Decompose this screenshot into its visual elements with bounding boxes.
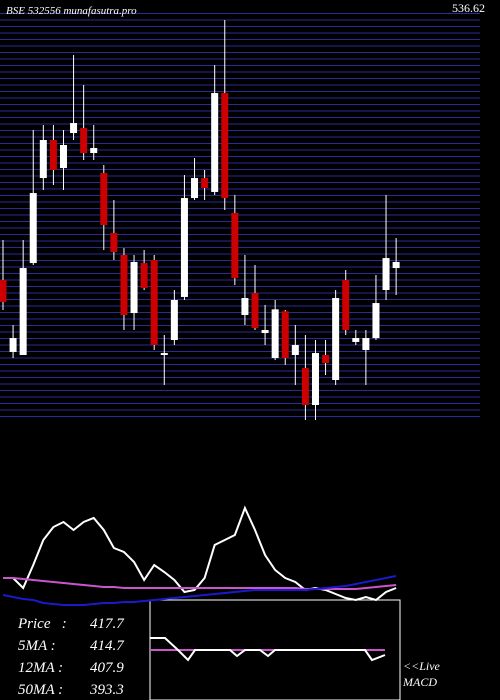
candle-body xyxy=(70,123,78,134)
candle-body xyxy=(372,303,380,339)
candle-body xyxy=(90,148,98,154)
candle-body xyxy=(49,140,57,170)
candle-body xyxy=(201,178,209,189)
candle-body xyxy=(301,368,309,405)
candle-body xyxy=(160,353,168,355)
candle-body xyxy=(261,330,269,334)
candles xyxy=(0,20,400,420)
candle-body xyxy=(19,268,27,355)
candle-body xyxy=(392,261,400,269)
candle-body xyxy=(80,128,88,154)
indicator xyxy=(2,505,397,606)
macd-line xyxy=(150,637,386,662)
indicator-line xyxy=(2,575,397,606)
live-label: <<Live xyxy=(403,659,441,673)
stat-label: 12MA : xyxy=(18,660,63,676)
candle-body xyxy=(211,93,219,192)
candle-body xyxy=(9,338,17,352)
chart-title: BSE 532556 munafasutra.pro xyxy=(6,5,137,17)
stat-label: Price : xyxy=(17,616,67,632)
candle-body xyxy=(342,280,350,330)
candle-body xyxy=(221,93,229,199)
candle-body xyxy=(241,298,249,315)
candle-body xyxy=(271,309,279,359)
candle-body xyxy=(150,260,158,345)
candle-body xyxy=(29,193,37,264)
candle-body xyxy=(140,263,148,289)
stat-label: 5MA : xyxy=(18,638,56,654)
stat-value: 414.7 xyxy=(90,638,125,654)
indicator-line xyxy=(3,577,397,590)
candle-body xyxy=(352,338,360,342)
candle-body xyxy=(332,298,340,380)
candle-body xyxy=(39,140,47,179)
candle-body xyxy=(0,280,7,302)
candle-body xyxy=(322,355,330,364)
live-label: MACD xyxy=(402,675,437,689)
candle-body xyxy=(100,173,108,225)
candle-body xyxy=(170,300,178,340)
grid-background xyxy=(0,10,480,422)
stat-value: 407.9 xyxy=(90,660,124,676)
indicator-line xyxy=(3,505,397,602)
candle-body xyxy=(291,345,299,355)
candle-body xyxy=(180,198,188,297)
stats: Price : 417.7 5MA : 414.7 12MA : 407.9 50MA : 3… xyxy=(17,616,125,698)
candle-body xyxy=(59,145,67,169)
candle-body xyxy=(130,261,138,314)
candle-body xyxy=(231,213,239,279)
candle-body xyxy=(281,311,289,359)
stat-value: 417.7 xyxy=(90,616,125,632)
candle-body xyxy=(251,293,259,329)
candle-body xyxy=(120,255,128,315)
candle-body xyxy=(311,353,319,405)
candle-body xyxy=(362,338,370,350)
y-tick-label: 536.62 xyxy=(452,1,485,15)
candle-body xyxy=(191,178,199,199)
stat-label: 50MA : xyxy=(18,682,63,698)
candle-body xyxy=(110,233,118,252)
candle-body xyxy=(382,258,390,290)
stat-value: 393.3 xyxy=(89,682,124,698)
